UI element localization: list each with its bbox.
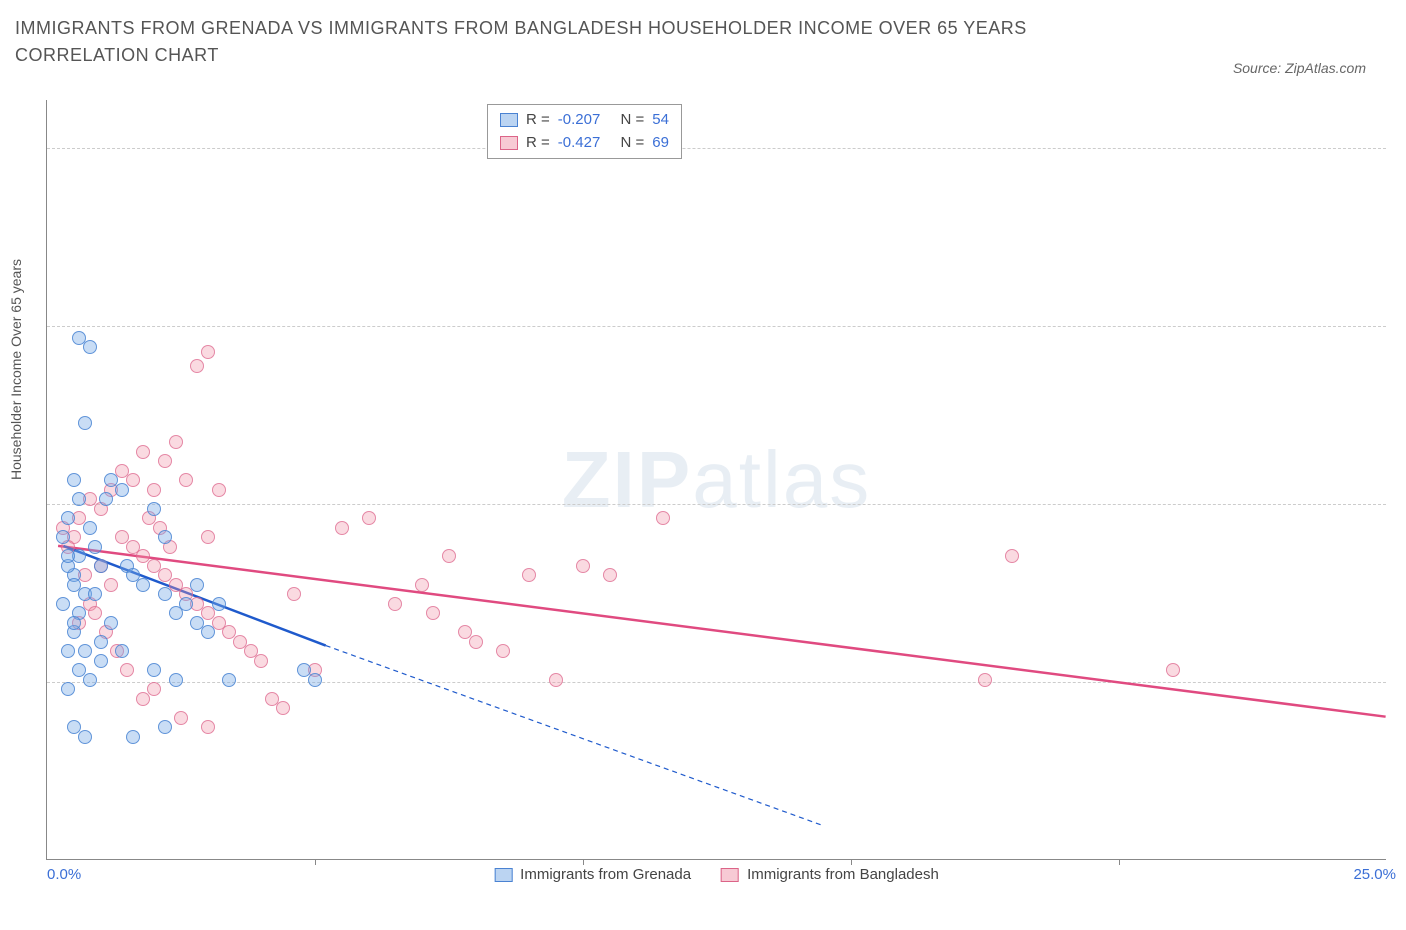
data-point	[287, 587, 301, 601]
data-point	[169, 435, 183, 449]
data-point	[78, 416, 92, 430]
data-point	[158, 587, 172, 601]
data-point	[158, 530, 172, 544]
legend: Immigrants from Grenada Immigrants from …	[494, 866, 939, 883]
stats-row-series1: R = -0.207 N = 54	[500, 109, 669, 132]
data-point	[201, 530, 215, 544]
data-point	[212, 597, 226, 611]
x-tick	[851, 859, 852, 865]
data-point	[147, 682, 161, 696]
data-point	[1166, 663, 1180, 677]
data-point	[201, 345, 215, 359]
x-tick	[315, 859, 316, 865]
data-point	[458, 625, 472, 639]
data-point	[136, 549, 150, 563]
data-point	[496, 644, 510, 658]
data-point	[190, 359, 204, 373]
data-point	[576, 559, 590, 573]
data-point	[94, 654, 108, 668]
swatch-series2	[500, 136, 518, 150]
data-point	[56, 530, 70, 544]
data-point	[61, 682, 75, 696]
data-point	[388, 597, 402, 611]
data-point	[276, 701, 290, 715]
data-point	[136, 578, 150, 592]
y-axis-label: Householder Income Over 65 years	[8, 259, 24, 480]
stats-box: R = -0.207 N = 54 R = -0.427 N = 69	[487, 104, 682, 159]
legend-item-series1: Immigrants from Grenada	[494, 866, 691, 883]
data-point	[201, 720, 215, 734]
data-point	[656, 511, 670, 525]
data-point	[104, 578, 118, 592]
scatter-chart: ZIPatlas $37,500$75,000$112,500$150,000 …	[46, 100, 1386, 860]
data-point	[99, 492, 113, 506]
data-point	[120, 663, 134, 677]
data-point	[88, 606, 102, 620]
data-point	[222, 673, 236, 687]
stats-row-series2: R = -0.427 N = 69	[500, 132, 669, 155]
data-point	[115, 644, 129, 658]
data-point	[254, 654, 268, 668]
data-point	[469, 635, 483, 649]
data-point	[61, 511, 75, 525]
data-point	[549, 673, 563, 687]
data-point	[83, 340, 97, 354]
data-point	[362, 511, 376, 525]
data-point	[426, 606, 440, 620]
swatch-series1	[500, 113, 518, 127]
legend-item-series2: Immigrants from Bangladesh	[721, 866, 939, 883]
data-point	[94, 559, 108, 573]
data-point	[174, 711, 188, 725]
data-point	[179, 597, 193, 611]
data-point	[126, 730, 140, 744]
data-point	[104, 616, 118, 630]
data-point	[72, 492, 86, 506]
gridline	[47, 326, 1386, 327]
data-point	[522, 568, 536, 582]
x-tick	[1119, 859, 1120, 865]
data-point	[201, 625, 215, 639]
data-point	[1005, 549, 1019, 563]
trend-lines	[47, 100, 1386, 859]
chart-title: IMMIGRANTS FROM GRENADA VS IMMIGRANTS FR…	[15, 15, 1115, 69]
data-point	[88, 540, 102, 554]
data-point	[335, 521, 349, 535]
data-point	[169, 673, 183, 687]
data-point	[190, 578, 204, 592]
source-attribution: Source: ZipAtlas.com	[1233, 60, 1366, 76]
data-point	[136, 445, 150, 459]
data-point	[179, 473, 193, 487]
data-point	[61, 549, 75, 563]
gridline	[47, 148, 1386, 149]
gridline	[47, 504, 1386, 505]
data-point	[78, 644, 92, 658]
data-point	[67, 473, 81, 487]
data-point	[94, 635, 108, 649]
watermark: ZIPatlas	[562, 434, 871, 526]
x-axis-min-label: 0.0%	[47, 866, 81, 883]
data-point	[158, 720, 172, 734]
data-point	[158, 454, 172, 468]
gridline	[47, 682, 1386, 683]
data-point	[115, 483, 129, 497]
data-point	[603, 568, 617, 582]
data-point	[442, 549, 456, 563]
data-point	[415, 578, 429, 592]
data-point	[308, 673, 322, 687]
data-point	[78, 730, 92, 744]
data-point	[978, 673, 992, 687]
data-point	[56, 597, 70, 611]
data-point	[83, 521, 97, 535]
data-point	[67, 616, 81, 630]
x-tick	[583, 859, 584, 865]
data-point	[83, 673, 97, 687]
data-point	[212, 483, 226, 497]
data-point	[147, 663, 161, 677]
data-point	[88, 587, 102, 601]
data-point	[61, 644, 75, 658]
data-point	[147, 502, 161, 516]
data-point	[147, 483, 161, 497]
x-axis-max-label: 25.0%	[1353, 866, 1396, 883]
